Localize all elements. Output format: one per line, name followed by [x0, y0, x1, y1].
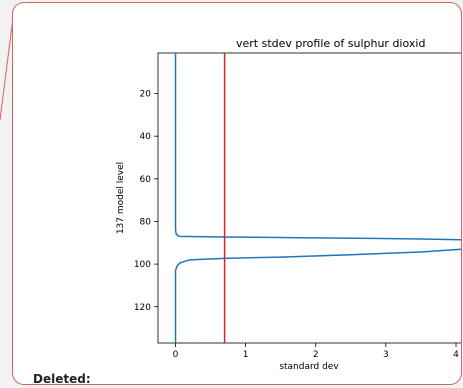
- plot-frame: [157, 52, 461, 344]
- y-tick-label: 20: [140, 90, 152, 100]
- x-tick-label: 1: [243, 350, 249, 360]
- chart-title: vert stdev profile of sulphur dioxid: [236, 37, 425, 50]
- x-tick-label: 3: [383, 350, 389, 360]
- deleted-label: Deleted:: [33, 372, 91, 385]
- chart-svg: 0 1 2 3 4 20 40 60 80 100 120 vert stdev profile o…: [116, 37, 461, 372]
- series-line: [174, 53, 461, 343]
- y-tick-label: 100: [134, 260, 151, 270]
- x-tick-label: 2: [313, 350, 319, 360]
- x-tick-label: 0: [173, 350, 179, 360]
- y-tick-label: 120: [134, 303, 151, 313]
- x-axis-label: standard dev: [279, 362, 339, 372]
- y-tick-label: 40: [140, 132, 152, 142]
- y-axis-label: 137 model level: [116, 162, 126, 234]
- x-tick-label: 4: [453, 350, 459, 360]
- y-tick-label: 80: [140, 217, 152, 227]
- y-tick-label: 60: [140, 175, 152, 185]
- chart-panel: 0 1 2 3 4 20 40 60 80 100 120 vert stdev profile o…: [12, 2, 462, 385]
